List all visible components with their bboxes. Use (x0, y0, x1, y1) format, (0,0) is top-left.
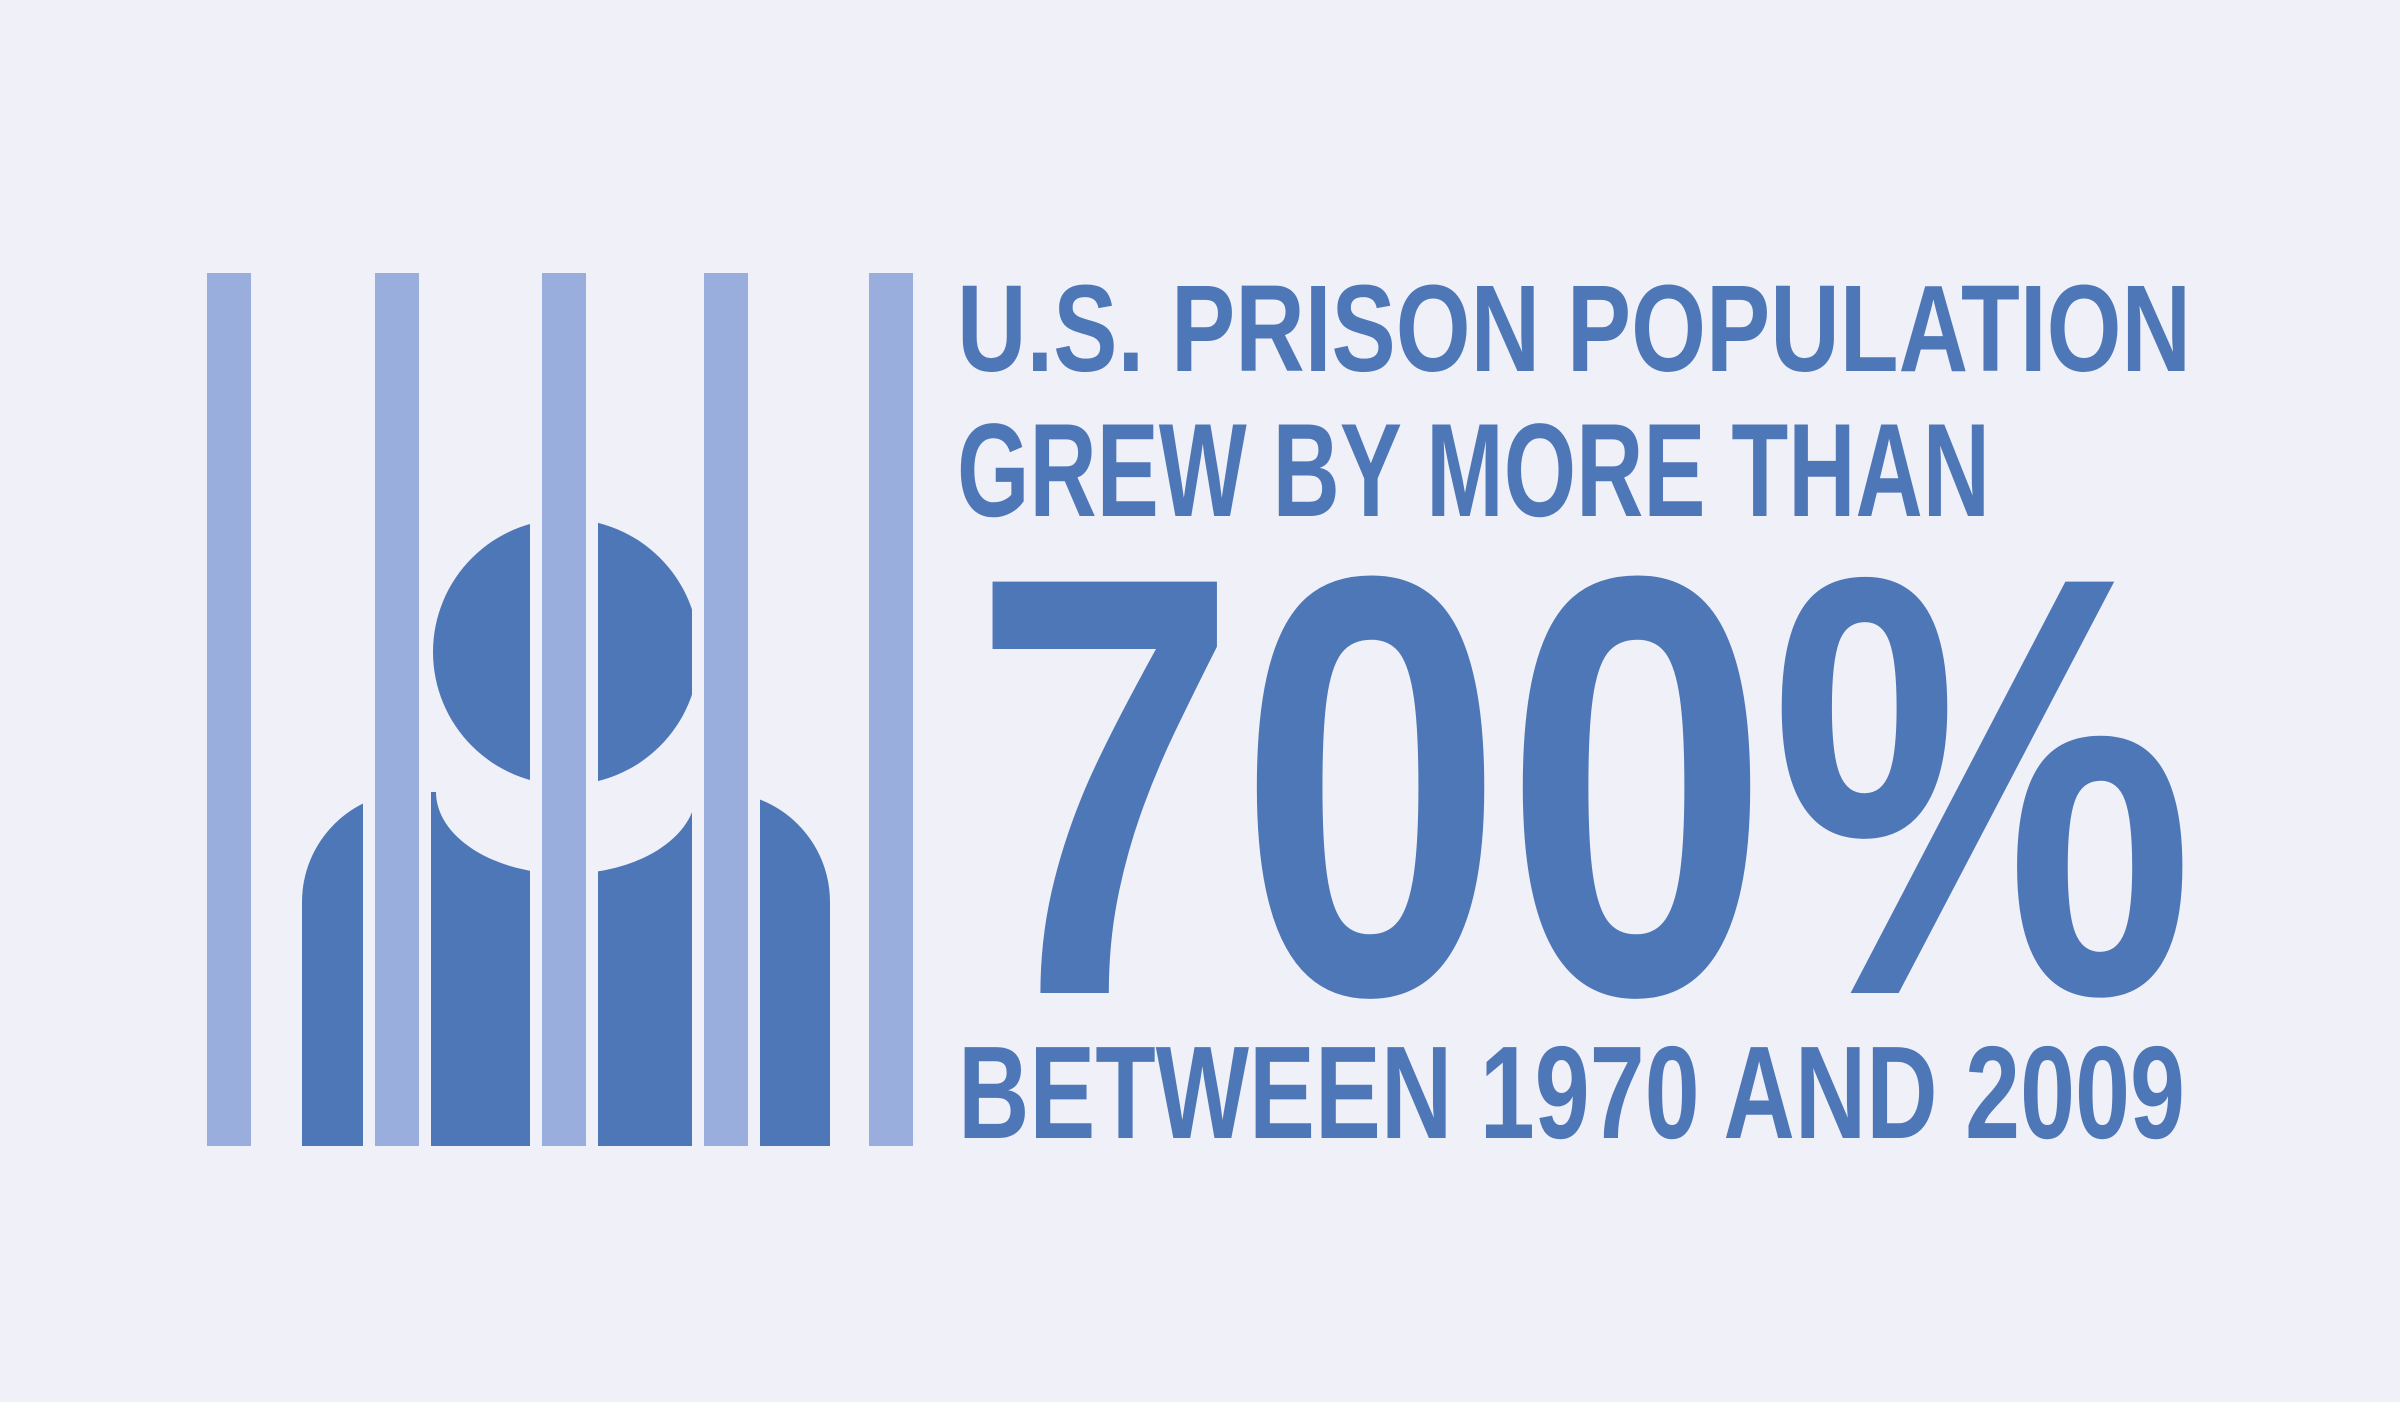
prison-bar (530, 273, 598, 1146)
prison-bar (363, 273, 431, 1146)
headline-line-3: BETWEEN 1970 AND 2009 (958, 1019, 2185, 1166)
prison-bar-rod (207, 273, 251, 1146)
headline-line-2: GREW BY MORE THAN (957, 397, 1990, 545)
prison-bar-rod (869, 273, 913, 1146)
prison-bar (857, 273, 925, 1146)
prison-bar-rod (375, 273, 419, 1146)
headline-line-1: U.S. PRISON POPULATION (957, 261, 2191, 398)
headline-block: U.S. PRISON POPULATION GREW BY MORE THAN… (957, 261, 2195, 1166)
prison-bar-rod (542, 273, 586, 1146)
prison-bar-rod (704, 273, 748, 1146)
headline-statistic: 700% (972, 452, 2195, 1120)
prison-bar (692, 273, 760, 1146)
prison-bar (195, 273, 263, 1146)
prisoner-behind-bars-icon (195, 273, 925, 1146)
